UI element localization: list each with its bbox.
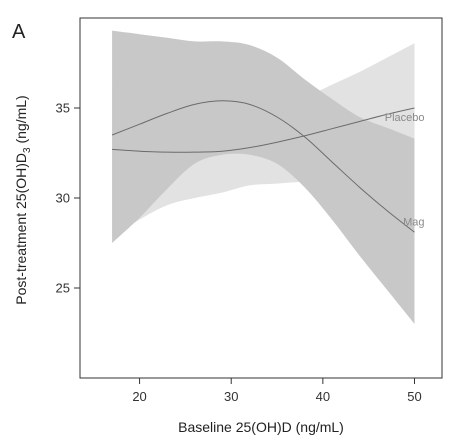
x-axis-ticks: 20 30 40 50 [132,378,422,404]
y-tick-label: 35 [56,101,70,116]
mag-confidence-band [112,30,415,324]
mag-line [111,100,415,233]
y-axis-label-main: Post-treatment 25(OH)D [13,153,29,305]
mag-series-label: Mag [403,216,424,228]
y-tick-label: 25 [56,281,70,296]
panel-label: A [12,21,26,43]
y-axis-label-subscript: 3 [22,147,33,153]
confidence-bands [112,30,415,324]
x-tick-label: 20 [132,389,146,404]
y-tick-label: 30 [56,191,70,206]
placebo-series-label: Placebo [385,112,425,124]
y-axis-ticks: 25 30 35 [56,101,80,296]
x-tick-label: 50 [407,389,421,404]
x-axis-label: Baseline 25(OH)D (ng/mL) [178,419,344,435]
x-tick-label: 30 [224,389,238,404]
series-labels: Placebo Mag [385,112,425,228]
x-tick-label: 40 [316,389,330,404]
y-axis-label: Post-treatment 25(OH)D3 (ng/mL) [13,95,33,304]
placebo-line [112,107,415,153]
y-axis-label-unit: (ng/mL) [13,95,29,147]
series-lines [111,100,415,233]
